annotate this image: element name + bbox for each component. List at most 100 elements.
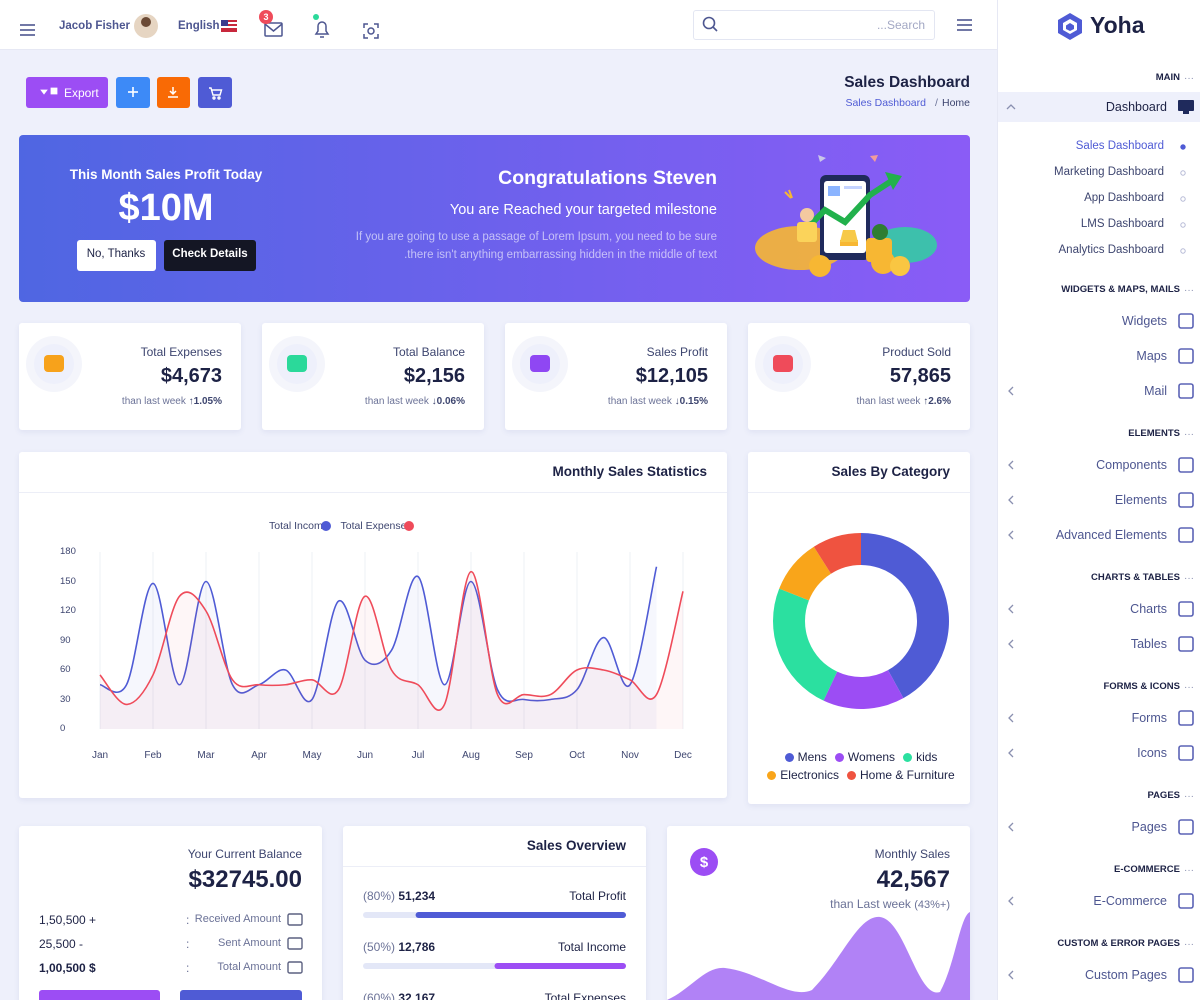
banner-text: .there isn't anything embarrassing hidde… bbox=[404, 249, 717, 262]
language[interactable]: English bbox=[178, 20, 220, 33]
legend-marker bbox=[846, 771, 856, 780]
colon: : bbox=[186, 960, 190, 975]
add-button[interactable] bbox=[116, 77, 150, 108]
section-title: ELEMENTS bbox=[1128, 428, 1180, 440]
overview-value: (50%) 12,786 bbox=[363, 940, 435, 954]
stat-note: than last week ↑2.6% bbox=[856, 396, 951, 408]
stat-note-text: than last week bbox=[607, 396, 672, 407]
submenu-item[interactable]: Analytics Dashboard bbox=[1058, 244, 1164, 257]
menu-item[interactable]: Forms bbox=[1131, 710, 1167, 725]
check-details-label: Check Details bbox=[172, 248, 248, 261]
menu-item[interactable]: E-Commerce bbox=[1093, 893, 1167, 908]
balance-label: Received Amount bbox=[194, 913, 281, 926]
chart-title: Sales By Category bbox=[831, 463, 950, 479]
stat-note-text: than last week bbox=[856, 396, 921, 407]
check-details-button[interactable] bbox=[164, 240, 256, 271]
legend-marker bbox=[403, 521, 414, 531]
breadcrumb-link[interactable]: Sales Dashboard bbox=[845, 96, 926, 109]
line-chart-card bbox=[19, 452, 727, 798]
stat-label: Total Expenses bbox=[140, 344, 222, 359]
menu-item[interactable]: Icons bbox=[1137, 745, 1167, 760]
y-tick-label: 150 bbox=[60, 575, 76, 587]
overview-amount: 12,786 bbox=[398, 939, 436, 954]
overview-amount: 32,167 bbox=[398, 990, 436, 1000]
x-tick-label: Mar bbox=[197, 750, 215, 761]
banner-heading: Congratulations Steven bbox=[498, 167, 717, 190]
balance-button[interactable] bbox=[39, 990, 160, 1000]
menu-item[interactable]: Dashboard bbox=[1105, 99, 1167, 114]
y-tick-label: 180 bbox=[60, 546, 76, 558]
menu-item[interactable]: Advanced Elements bbox=[1055, 527, 1167, 542]
menu-item[interactable]: Tables bbox=[1130, 636, 1167, 651]
user-name[interactable]: Jacob Fisher bbox=[59, 20, 130, 33]
balance-button[interactable] bbox=[180, 990, 302, 1000]
legend-marker bbox=[767, 771, 777, 780]
stat-label: Product Sold bbox=[882, 344, 951, 359]
section-title: WIDGETS & MAPS, MAILS bbox=[1061, 284, 1180, 296]
submenu-item[interactable]: LMS Dashboard bbox=[1080, 218, 1164, 231]
section-title: PAGES bbox=[1147, 790, 1180, 802]
legend-label: Womens bbox=[847, 750, 896, 764]
x-tick-label: Apr bbox=[251, 750, 267, 761]
export-label: Export bbox=[64, 85, 99, 100]
section-title: E-COMMERCE bbox=[1114, 864, 1180, 876]
section-title: CUSTOM & ERROR PAGES bbox=[1057, 938, 1180, 950]
menu-item[interactable]: Maps bbox=[1136, 348, 1167, 363]
submenu-item[interactable]: App Dashboard bbox=[1084, 192, 1164, 205]
menu-item[interactable]: Widgets bbox=[1121, 313, 1167, 328]
chart-title: Monthly Sales Statistics bbox=[552, 463, 707, 479]
stat-value: 57,865 bbox=[889, 365, 951, 387]
legend-item: Mens bbox=[784, 750, 827, 765]
balance-card bbox=[19, 826, 322, 1000]
stat-value: $4,673 bbox=[160, 365, 222, 387]
y-tick-label: 60 bbox=[60, 664, 71, 676]
no-thanks-button[interactable] bbox=[77, 240, 156, 271]
menu-item[interactable]: Components bbox=[1096, 457, 1167, 472]
stat-label: Total Balance bbox=[392, 344, 465, 359]
legend-item: Total Income bbox=[269, 519, 331, 533]
balance-amount: 1,00,500 $ bbox=[39, 960, 96, 975]
y-tick-label: 30 bbox=[60, 693, 71, 705]
y-tick-label: 90 bbox=[60, 634, 71, 646]
y-tick-label: 120 bbox=[60, 605, 76, 617]
legend-item: Womens bbox=[834, 750, 896, 765]
x-tick-label: Oct bbox=[569, 750, 585, 761]
stat-note: than last week ↑1.05% bbox=[122, 396, 222, 408]
y-tick-label: 0 bbox=[60, 723, 66, 735]
submenu-item[interactable]: Sales Dashboard bbox=[1075, 140, 1164, 153]
stat-change: ↑1.05% bbox=[188, 396, 222, 407]
menu-item[interactable]: Custom Pages bbox=[1085, 967, 1167, 982]
stat-note-text: than last week bbox=[121, 396, 186, 407]
cart-button[interactable] bbox=[198, 77, 232, 108]
legend-label: kids bbox=[916, 750, 938, 764]
search-box[interactable] bbox=[693, 10, 935, 40]
menu-item[interactable]: Elements bbox=[1114, 492, 1167, 507]
x-tick-label: Jun bbox=[356, 750, 374, 761]
x-tick-label: Aug bbox=[462, 750, 480, 761]
x-tick-label: Feb bbox=[144, 750, 162, 761]
export-button[interactable] bbox=[26, 77, 108, 108]
banner-text: If you are going to use a passage of Lor… bbox=[355, 231, 717, 244]
overview-label: Total Profit bbox=[569, 888, 626, 903]
legend-item: Total Expenses bbox=[341, 519, 414, 533]
breadcrumb-sep: / bbox=[935, 96, 938, 109]
legend: Mens Womens kids Electronics Home & Furnitur… bbox=[756, 750, 966, 783]
menu-item[interactable]: Pages bbox=[1131, 819, 1167, 834]
search-placeholder: ...Search bbox=[876, 17, 925, 32]
download-button[interactable] bbox=[157, 77, 190, 108]
stat-change: ↑2.6% bbox=[923, 396, 951, 407]
legend-label: Total Expenses bbox=[340, 520, 412, 532]
balance-title: Your Current Balance bbox=[187, 846, 302, 861]
menu-item[interactable]: Mail bbox=[1144, 383, 1167, 398]
menu-item-active[interactable] bbox=[998, 92, 1200, 122]
note-change: (43%+) bbox=[914, 898, 950, 911]
card-divider bbox=[748, 492, 970, 493]
overview-label: Total Expenses bbox=[544, 990, 626, 1000]
legend-label: Mens bbox=[797, 750, 827, 764]
colon: : bbox=[186, 936, 190, 951]
menu-item[interactable]: Charts bbox=[1130, 601, 1167, 616]
legend-label: Total Income bbox=[269, 520, 329, 532]
overview-label: Total Income bbox=[557, 939, 626, 954]
submenu-item[interactable]: Marketing Dashboard bbox=[1054, 166, 1164, 179]
balance-amount: 1,50,500 + bbox=[39, 912, 97, 927]
